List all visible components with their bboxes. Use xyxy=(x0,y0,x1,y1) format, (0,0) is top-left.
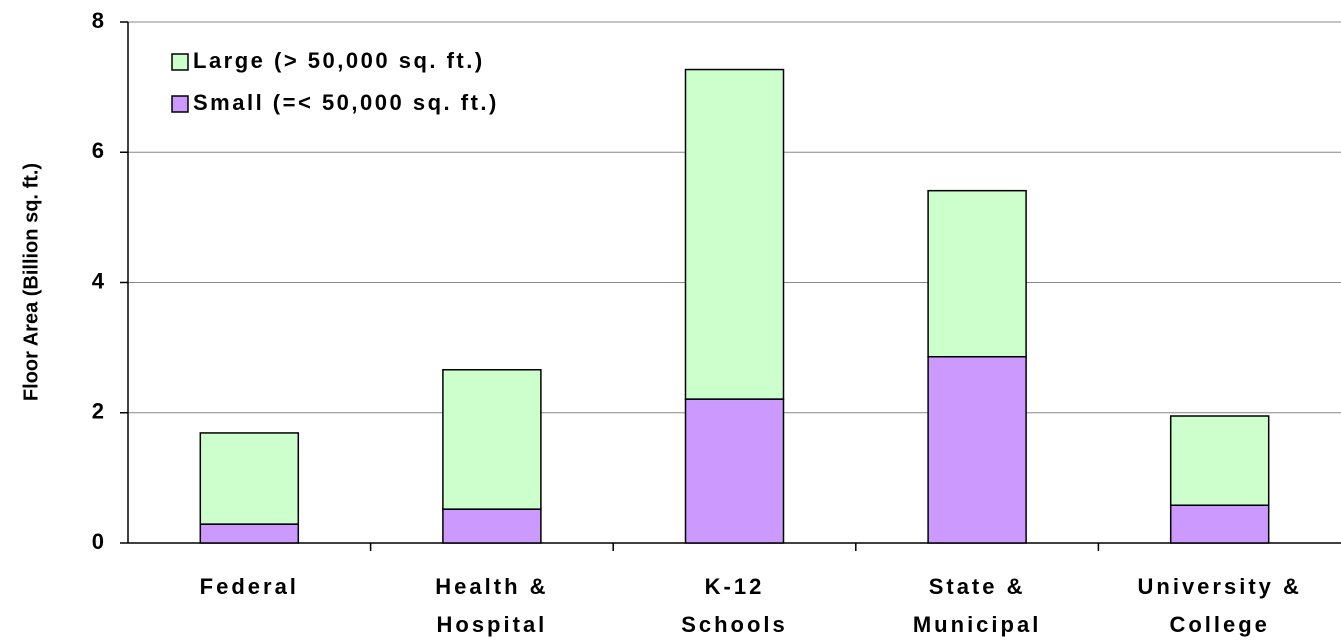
y-tick-label: 0 xyxy=(92,529,104,554)
bar-segment xyxy=(1169,415,1270,506)
y-tick-label: 2 xyxy=(92,399,104,424)
y-tick-label: 8 xyxy=(92,8,104,33)
x-tick-label: State & xyxy=(929,574,1026,599)
bar-segment xyxy=(684,398,785,544)
legend-swatch xyxy=(171,95,189,113)
x-tick-label: Municipal xyxy=(913,612,1041,637)
bar-segment xyxy=(684,68,785,400)
x-tick-label: Health & xyxy=(435,574,548,599)
legend-label: Large (> 50,000 sq. ft.) xyxy=(193,48,485,73)
legend-swatch xyxy=(171,53,189,71)
bar-segment xyxy=(927,189,1027,358)
legend-label: Small (=< 50,000 sq. ft.) xyxy=(193,90,499,115)
y-tick-label: 6 xyxy=(92,138,104,163)
bar-segment xyxy=(199,523,300,544)
y-axis-label: Floor Area (Billion sq. ft.) xyxy=(20,163,42,401)
x-tick-label: Federal xyxy=(200,574,299,599)
x-tick-label: Hospital xyxy=(437,612,548,637)
x-tick-label: Schools xyxy=(681,612,788,637)
bar-segment xyxy=(199,432,300,525)
bar-segment xyxy=(442,369,542,510)
bar-segment xyxy=(927,355,1027,544)
bar-segment xyxy=(442,508,542,544)
y-tick-label: 4 xyxy=(92,268,105,293)
x-tick-label: University & xyxy=(1138,574,1302,599)
bar-segment xyxy=(1169,504,1270,544)
x-tick-label: K-12 xyxy=(705,574,765,599)
x-tick-label: College xyxy=(1169,612,1269,637)
